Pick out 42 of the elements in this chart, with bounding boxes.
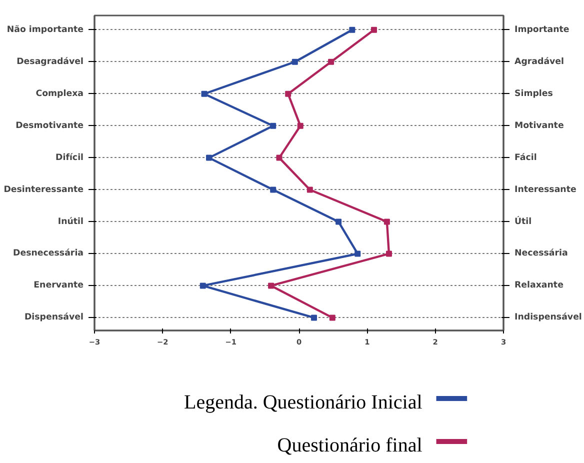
point xyxy=(206,154,212,161)
text: Legenda. Questionário Inicial xyxy=(184,392,422,414)
y-tick-label: Inútil xyxy=(58,216,84,227)
point xyxy=(297,122,304,129)
point xyxy=(329,314,336,321)
y-tick-label: Desagradável xyxy=(16,56,84,67)
point xyxy=(270,186,276,193)
y2-tick-label: Necessária xyxy=(514,248,568,259)
y2-tick-label: Agradável xyxy=(514,56,564,67)
y2-tick-label: Simples xyxy=(514,88,553,99)
y-tick-label: Dispensável xyxy=(24,312,84,323)
point xyxy=(386,250,392,257)
y-tick-label: Desinteressante xyxy=(4,184,84,195)
y2-tick-label: Indispensável xyxy=(514,312,582,323)
point xyxy=(306,186,313,193)
y-tick-label: Enervante xyxy=(34,280,84,291)
y-tick-label: Complexa xyxy=(36,88,84,99)
point xyxy=(354,250,361,257)
y2-tick-label: Interessante xyxy=(514,184,576,195)
y2-tick-label: Importante xyxy=(514,24,570,35)
y-tick-label: Não importante xyxy=(6,24,84,35)
point xyxy=(336,218,342,225)
point xyxy=(328,58,334,65)
point xyxy=(384,218,390,225)
legend-label: Questionário final xyxy=(277,434,423,456)
y2-tick-label: Útil xyxy=(514,214,532,227)
point xyxy=(270,122,276,129)
point xyxy=(285,90,292,97)
y-tick-label: Desnecessária xyxy=(13,248,84,259)
point xyxy=(310,314,317,321)
y-tick-label: Desmotivante xyxy=(16,120,84,131)
y2-tick-label: Motivante xyxy=(514,120,564,131)
y-tick-label: Difícil xyxy=(56,152,84,163)
y2-tick-label: Fácil xyxy=(514,152,537,163)
point xyxy=(370,26,377,33)
point xyxy=(349,26,356,33)
point xyxy=(268,282,274,289)
point xyxy=(200,282,206,289)
point xyxy=(292,58,298,65)
point xyxy=(276,154,282,161)
y2-tick-label: Relaxante xyxy=(514,280,564,291)
point xyxy=(201,90,208,97)
